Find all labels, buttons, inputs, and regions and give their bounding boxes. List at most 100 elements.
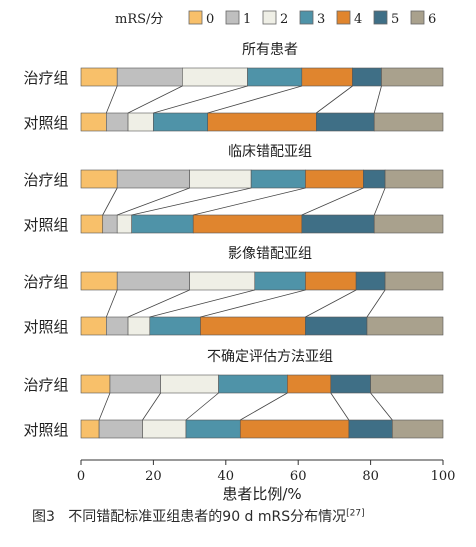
figure-caption: 图3 不同错配标准亚组患者的90 d mRS分布情况[27]	[32, 506, 472, 526]
connector-line	[200, 289, 306, 318]
legend-swatch	[262, 10, 277, 25]
connector-line	[305, 289, 357, 318]
bar-segment	[116, 169, 190, 189]
legend-label: 1	[243, 12, 251, 27]
connector-line	[370, 392, 393, 421]
plot-area: 所有患者治疗组对照组临床错配亚组治疗组对照组影像错配亚组治疗组对照组不确定评估方…	[23, 42, 455, 503]
connector-line	[240, 392, 288, 421]
bar-segment	[254, 271, 306, 291]
x-tick-label: 60	[290, 469, 307, 484]
x-tick-label: 0	[77, 469, 85, 484]
bar-segment	[301, 214, 375, 234]
caption-prefix: 图3	[32, 509, 55, 525]
bar-segment	[109, 374, 161, 394]
legend: mRS/分 0 1 2 3 4 5 6	[115, 10, 436, 27]
bar-segment	[247, 67, 303, 87]
connector-line	[373, 187, 386, 216]
connector-line	[117, 187, 190, 216]
bar-segment	[182, 67, 248, 87]
bar-segment	[330, 374, 371, 394]
x-tick-label: 40	[218, 469, 235, 484]
bar-segment	[363, 169, 386, 189]
bar-segment	[250, 169, 306, 189]
bar-segment	[366, 316, 444, 336]
bar-segment	[80, 316, 107, 336]
bar-segment	[80, 214, 104, 234]
bar-segment	[127, 112, 154, 132]
bar-segment	[301, 67, 353, 87]
bar-segment	[185, 419, 241, 439]
legend-swatch	[336, 10, 351, 25]
group-title: 所有患者	[242, 42, 298, 58]
legend-label: 0	[206, 12, 214, 27]
bar-segment	[315, 112, 375, 132]
connector-line	[105, 85, 118, 114]
bar-segment	[370, 374, 444, 394]
bar-segment	[80, 112, 107, 132]
bar-segment	[287, 374, 332, 394]
bar-segment	[80, 419, 100, 439]
bar-segment	[80, 169, 118, 189]
bar-segment	[142, 419, 187, 439]
bar-segment	[305, 271, 357, 291]
bar-segment	[80, 271, 118, 291]
bar-segment	[189, 169, 252, 189]
bar-segment	[116, 67, 183, 87]
caption-text: 不同错配标准亚组患者的90 d mRS分布情况	[68, 509, 347, 525]
connector-line	[127, 85, 183, 114]
legend-label: 6	[428, 12, 436, 27]
mrs-stacked-bar-chart: mRS/分 0 1 2 3 4 5 6 所有患者治疗组对照组临床错配亚组治疗组对照组影像错配亚…	[23, 10, 455, 503]
x-tick-label: 100	[431, 469, 456, 484]
x-tick-label: 80	[362, 469, 379, 484]
bar-segment	[192, 214, 303, 234]
bar-segment	[160, 374, 219, 394]
connector-line	[301, 187, 364, 216]
x-tick-label: 20	[145, 469, 162, 484]
row-label: 治疗组	[23, 69, 68, 87]
bar-segment	[381, 67, 444, 87]
bar-segment	[106, 316, 129, 336]
group-title: 不确定评估方法亚组	[207, 349, 333, 365]
legend-label: 2	[280, 12, 288, 27]
connector-line	[207, 85, 302, 114]
bar-segment	[373, 214, 444, 234]
bar-segment	[239, 419, 350, 439]
bar-segment	[98, 419, 143, 439]
connector-line	[316, 85, 353, 114]
bar-segment	[127, 316, 151, 336]
bar-segment	[384, 169, 444, 189]
bar-segment	[80, 67, 118, 87]
legend-swatch	[410, 10, 425, 25]
legend-label: 3	[317, 12, 325, 27]
legend-label: 5	[391, 12, 399, 27]
row-label: 治疗组	[23, 171, 68, 189]
bar-segment	[200, 316, 306, 336]
connector-line	[153, 85, 248, 114]
bar-segment	[149, 316, 201, 336]
connector-line	[366, 289, 386, 318]
bar-segment	[355, 271, 386, 291]
connector-line	[373, 85, 382, 114]
group-title: 影像错配亚组	[228, 246, 312, 262]
legend-swatch	[188, 10, 203, 25]
row-label: 对照组	[23, 216, 68, 234]
x-axis-label: 患者比例/%	[222, 485, 301, 503]
legend-swatch	[299, 10, 314, 25]
bar-segment	[305, 316, 368, 336]
bar-segment	[116, 271, 190, 291]
connector-line	[105, 289, 118, 318]
connector-line	[102, 187, 118, 216]
bar-segment	[80, 374, 111, 394]
bar-segment	[102, 214, 118, 234]
connector-line	[330, 392, 350, 421]
caption-reference: [27]	[346, 508, 365, 519]
row-label: 对照组	[23, 318, 68, 336]
legend-swatch	[373, 10, 388, 25]
row-label: 对照组	[23, 421, 68, 439]
legend-swatch	[225, 10, 240, 25]
bar-segment	[305, 169, 364, 189]
group-title: 临床错配亚组	[228, 144, 312, 160]
bar-segment	[218, 374, 288, 394]
bar-segment	[189, 271, 256, 291]
legend-label: 4	[354, 12, 362, 27]
